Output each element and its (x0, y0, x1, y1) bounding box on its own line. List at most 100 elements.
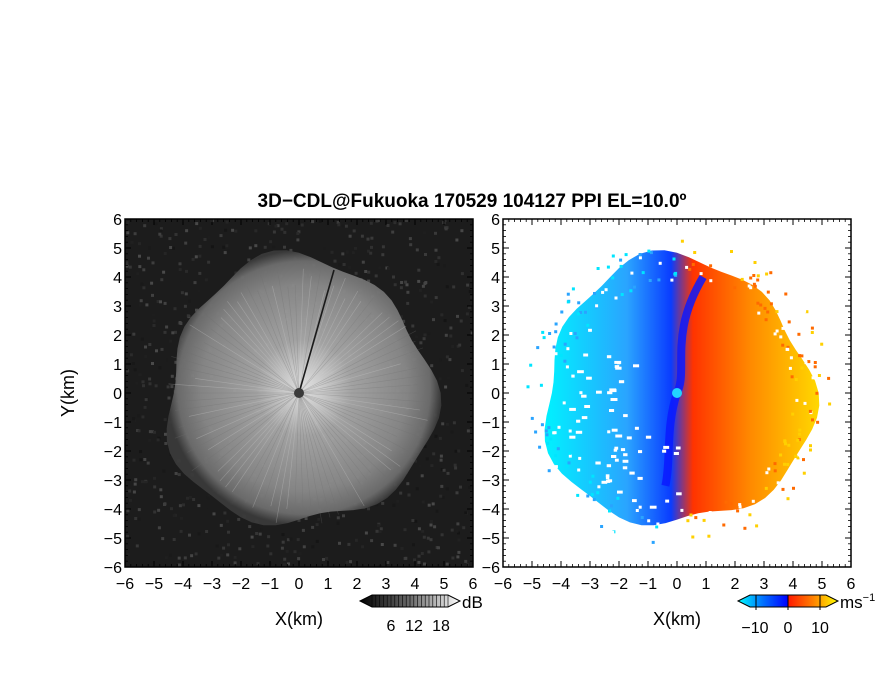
velocity-speckle (820, 406, 824, 410)
radial-streak (175, 392, 300, 411)
noise-pixel (182, 503, 185, 507)
velocity-speckle (820, 342, 824, 346)
noise-pixel (454, 466, 458, 470)
velocity-speckle (691, 535, 695, 539)
radial-streak (298, 392, 401, 467)
noise-pixel (434, 296, 438, 300)
velocity-speckle (707, 534, 711, 538)
noise-pixel (469, 295, 473, 299)
radial-streak (287, 286, 300, 394)
y-tick-label: 6 (113, 212, 122, 229)
noise-pixel (418, 464, 422, 468)
radial-streak (178, 392, 300, 428)
velocity-gap (609, 389, 617, 393)
noise-pixel (219, 234, 223, 238)
noise-pixel (302, 545, 306, 549)
noise-pixel (419, 341, 423, 345)
radial-streak (298, 392, 426, 403)
velocity-speckle (545, 433, 549, 437)
velocity-speckle (699, 516, 703, 520)
velocity-speckle (686, 519, 690, 523)
velocity-speckle (568, 429, 572, 433)
velocity-speckle (748, 513, 752, 517)
noise-pixel (220, 553, 224, 557)
velocity-gap (623, 453, 628, 457)
noise-pixel (387, 267, 390, 271)
noise-pixel (420, 474, 424, 478)
noise-pixel (183, 304, 187, 308)
noise-pixel (425, 457, 429, 461)
velocity-gap (571, 374, 575, 378)
velocity-gap (638, 450, 643, 454)
velocity-gap (623, 414, 628, 418)
radial-streak (191, 392, 300, 472)
noise-pixel (193, 281, 197, 285)
noise-pixel (151, 430, 154, 434)
radial-streak (227, 301, 300, 394)
velocity-speckle (781, 343, 785, 347)
velocity-speckle (638, 505, 642, 509)
radial-streak (223, 308, 300, 394)
velocity-gap (577, 370, 584, 374)
velocity-speckle (796, 456, 800, 460)
noise-pixel (174, 233, 178, 236)
velocity-speckle (596, 491, 600, 495)
noise-pixel (217, 556, 221, 560)
noise-pixel (470, 331, 473, 335)
noise-pixel (128, 265, 132, 269)
noise-pixel (166, 385, 170, 389)
velocity-speckle (554, 465, 558, 469)
noise-pixel (150, 281, 154, 285)
noise-pixel (354, 538, 358, 542)
radial-streak (298, 290, 359, 394)
velocity-speckle (557, 425, 561, 429)
velocity-speckle (753, 261, 757, 264)
noise-pixel (406, 290, 410, 294)
velocity-speckle (802, 471, 806, 475)
velocity-speckle (565, 365, 569, 369)
noise-pixel (162, 469, 166, 473)
noise-pixel (227, 249, 230, 253)
velocity-speckle (688, 267, 692, 271)
velocity-speckle (794, 378, 798, 381)
noise-pixel (381, 253, 385, 257)
noise-pixel (402, 319, 406, 323)
velocity-speckle (773, 469, 777, 473)
noise-pixel (437, 256, 441, 260)
noise-pixel (405, 219, 408, 223)
noise-pixel (269, 240, 273, 244)
noise-pixel (139, 450, 143, 454)
noise-pixel (267, 222, 271, 226)
radial-streak (263, 392, 300, 503)
velocity-speckle (590, 493, 594, 497)
velocity-speckle (738, 503, 742, 507)
velocity-speckle (733, 286, 737, 290)
velocity-speckle (764, 318, 768, 322)
velocity-gap (586, 376, 592, 380)
velocity-colorbar-tick-minus10: −10 (741, 620, 768, 637)
velocity-speckle (694, 516, 698, 520)
radial-streak (298, 363, 401, 394)
radial-streak (179, 367, 300, 394)
noise-pixel (137, 508, 141, 512)
noise-pixel (126, 553, 130, 557)
velocity-speckle (764, 486, 768, 490)
noise-pixel (422, 337, 426, 341)
velocity-speckle (616, 496, 620, 500)
velocity-speckle (619, 264, 623, 268)
velocity-speckle (604, 288, 608, 292)
velocity-speckle (576, 493, 580, 497)
velocity-speckle (649, 251, 653, 255)
noise-pixel (452, 285, 456, 289)
noise-pixel (424, 253, 427, 256)
noise-pixel (267, 535, 271, 539)
noise-pixel (311, 220, 315, 224)
velocity-speckle (548, 332, 552, 335)
noise-pixel (222, 546, 226, 550)
velocity-speckle (709, 264, 713, 268)
y-tick-label: 2 (491, 328, 500, 345)
velocity-gap (618, 380, 625, 384)
y-tick-label: 0 (491, 386, 500, 403)
velocity-speckle (565, 464, 569, 468)
noise-pixel (185, 229, 189, 233)
